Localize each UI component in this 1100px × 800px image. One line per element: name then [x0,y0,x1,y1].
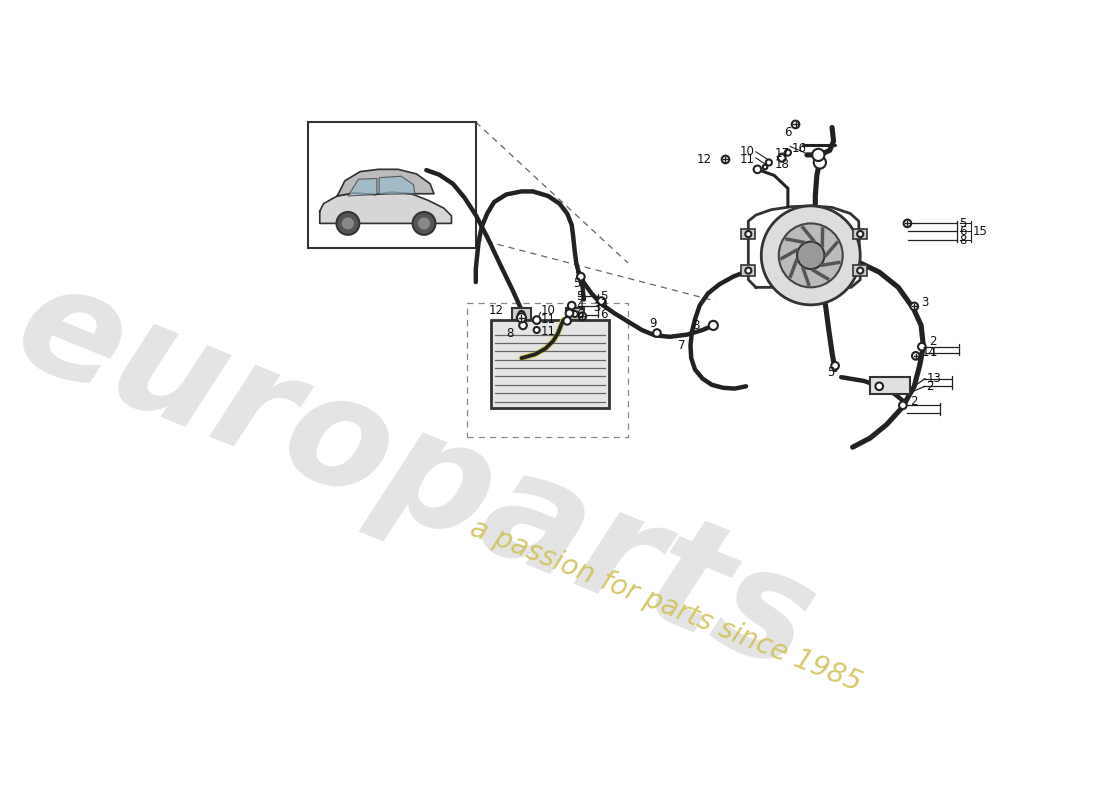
Text: 11: 11 [540,325,556,338]
Text: 2: 2 [930,335,937,348]
Circle shape [342,218,353,229]
Circle shape [876,382,883,390]
Circle shape [563,317,571,325]
Text: 4: 4 [576,299,584,312]
Text: 16: 16 [792,142,806,155]
Text: 6: 6 [576,308,584,322]
Text: 5: 5 [573,277,581,290]
Text: 10: 10 [540,304,556,317]
Polygon shape [338,170,433,196]
Circle shape [568,302,575,310]
Text: 5: 5 [600,290,607,303]
Circle shape [912,352,920,360]
Text: 5: 5 [576,290,584,303]
Text: 17: 17 [774,147,789,160]
Text: 6: 6 [600,308,607,322]
Circle shape [532,316,540,324]
Text: 3: 3 [921,296,928,309]
Circle shape [534,327,540,333]
Circle shape [518,311,525,317]
Circle shape [918,343,926,350]
Circle shape [519,322,527,330]
Text: 2: 2 [910,395,917,408]
Text: 10: 10 [739,146,755,158]
Circle shape [785,150,791,156]
Circle shape [903,219,911,227]
Bar [741,229,756,239]
Text: 8: 8 [959,234,967,246]
Polygon shape [320,192,451,223]
Text: 15: 15 [972,226,988,238]
Circle shape [722,156,729,163]
Circle shape [572,311,578,317]
Circle shape [899,402,906,409]
Circle shape [419,218,429,229]
Circle shape [857,231,864,237]
Text: 11: 11 [540,313,556,326]
Circle shape [778,154,785,162]
Text: 1: 1 [930,346,937,359]
Circle shape [708,321,718,330]
Text: 6: 6 [959,225,967,238]
Bar [565,308,584,320]
Text: 14: 14 [922,346,937,359]
Circle shape [578,273,585,281]
Text: 5: 5 [827,366,835,379]
Circle shape [761,206,860,305]
Circle shape [857,267,864,274]
Text: 6: 6 [784,126,792,138]
Circle shape [762,165,768,170]
Circle shape [653,330,661,337]
Circle shape [337,212,360,235]
Circle shape [597,298,605,305]
Text: 5: 5 [959,217,967,230]
Bar [513,308,530,320]
Text: 8: 8 [692,319,700,332]
Text: 4: 4 [600,299,607,312]
Text: 11: 11 [739,153,755,166]
Text: europarts: europarts [0,249,834,703]
Circle shape [754,166,761,173]
Circle shape [412,212,436,235]
Text: 13: 13 [926,372,942,385]
Circle shape [779,223,843,287]
Bar [854,229,867,239]
Bar [491,320,609,408]
Circle shape [746,267,751,274]
Circle shape [565,310,573,317]
Circle shape [798,242,824,269]
Circle shape [579,313,586,320]
Circle shape [746,231,751,237]
Circle shape [792,121,800,128]
Text: 12: 12 [696,153,712,166]
Circle shape [911,302,918,310]
Bar [854,266,867,276]
Text: 18: 18 [774,158,789,170]
Text: 12: 12 [488,304,503,317]
Circle shape [517,314,526,322]
Circle shape [812,149,824,161]
Text: 2: 2 [926,380,934,393]
Circle shape [766,159,772,166]
Text: 8: 8 [506,326,514,339]
Bar [308,122,476,248]
Text: a passion for parts since 1985: a passion for parts since 1985 [466,514,866,697]
Circle shape [832,362,839,370]
Text: 3: 3 [593,301,601,314]
Circle shape [814,157,826,169]
Bar [741,266,756,276]
Text: 7: 7 [678,338,685,352]
Polygon shape [348,178,377,196]
Polygon shape [379,176,415,194]
Bar [870,377,910,394]
Text: 9: 9 [649,318,657,330]
